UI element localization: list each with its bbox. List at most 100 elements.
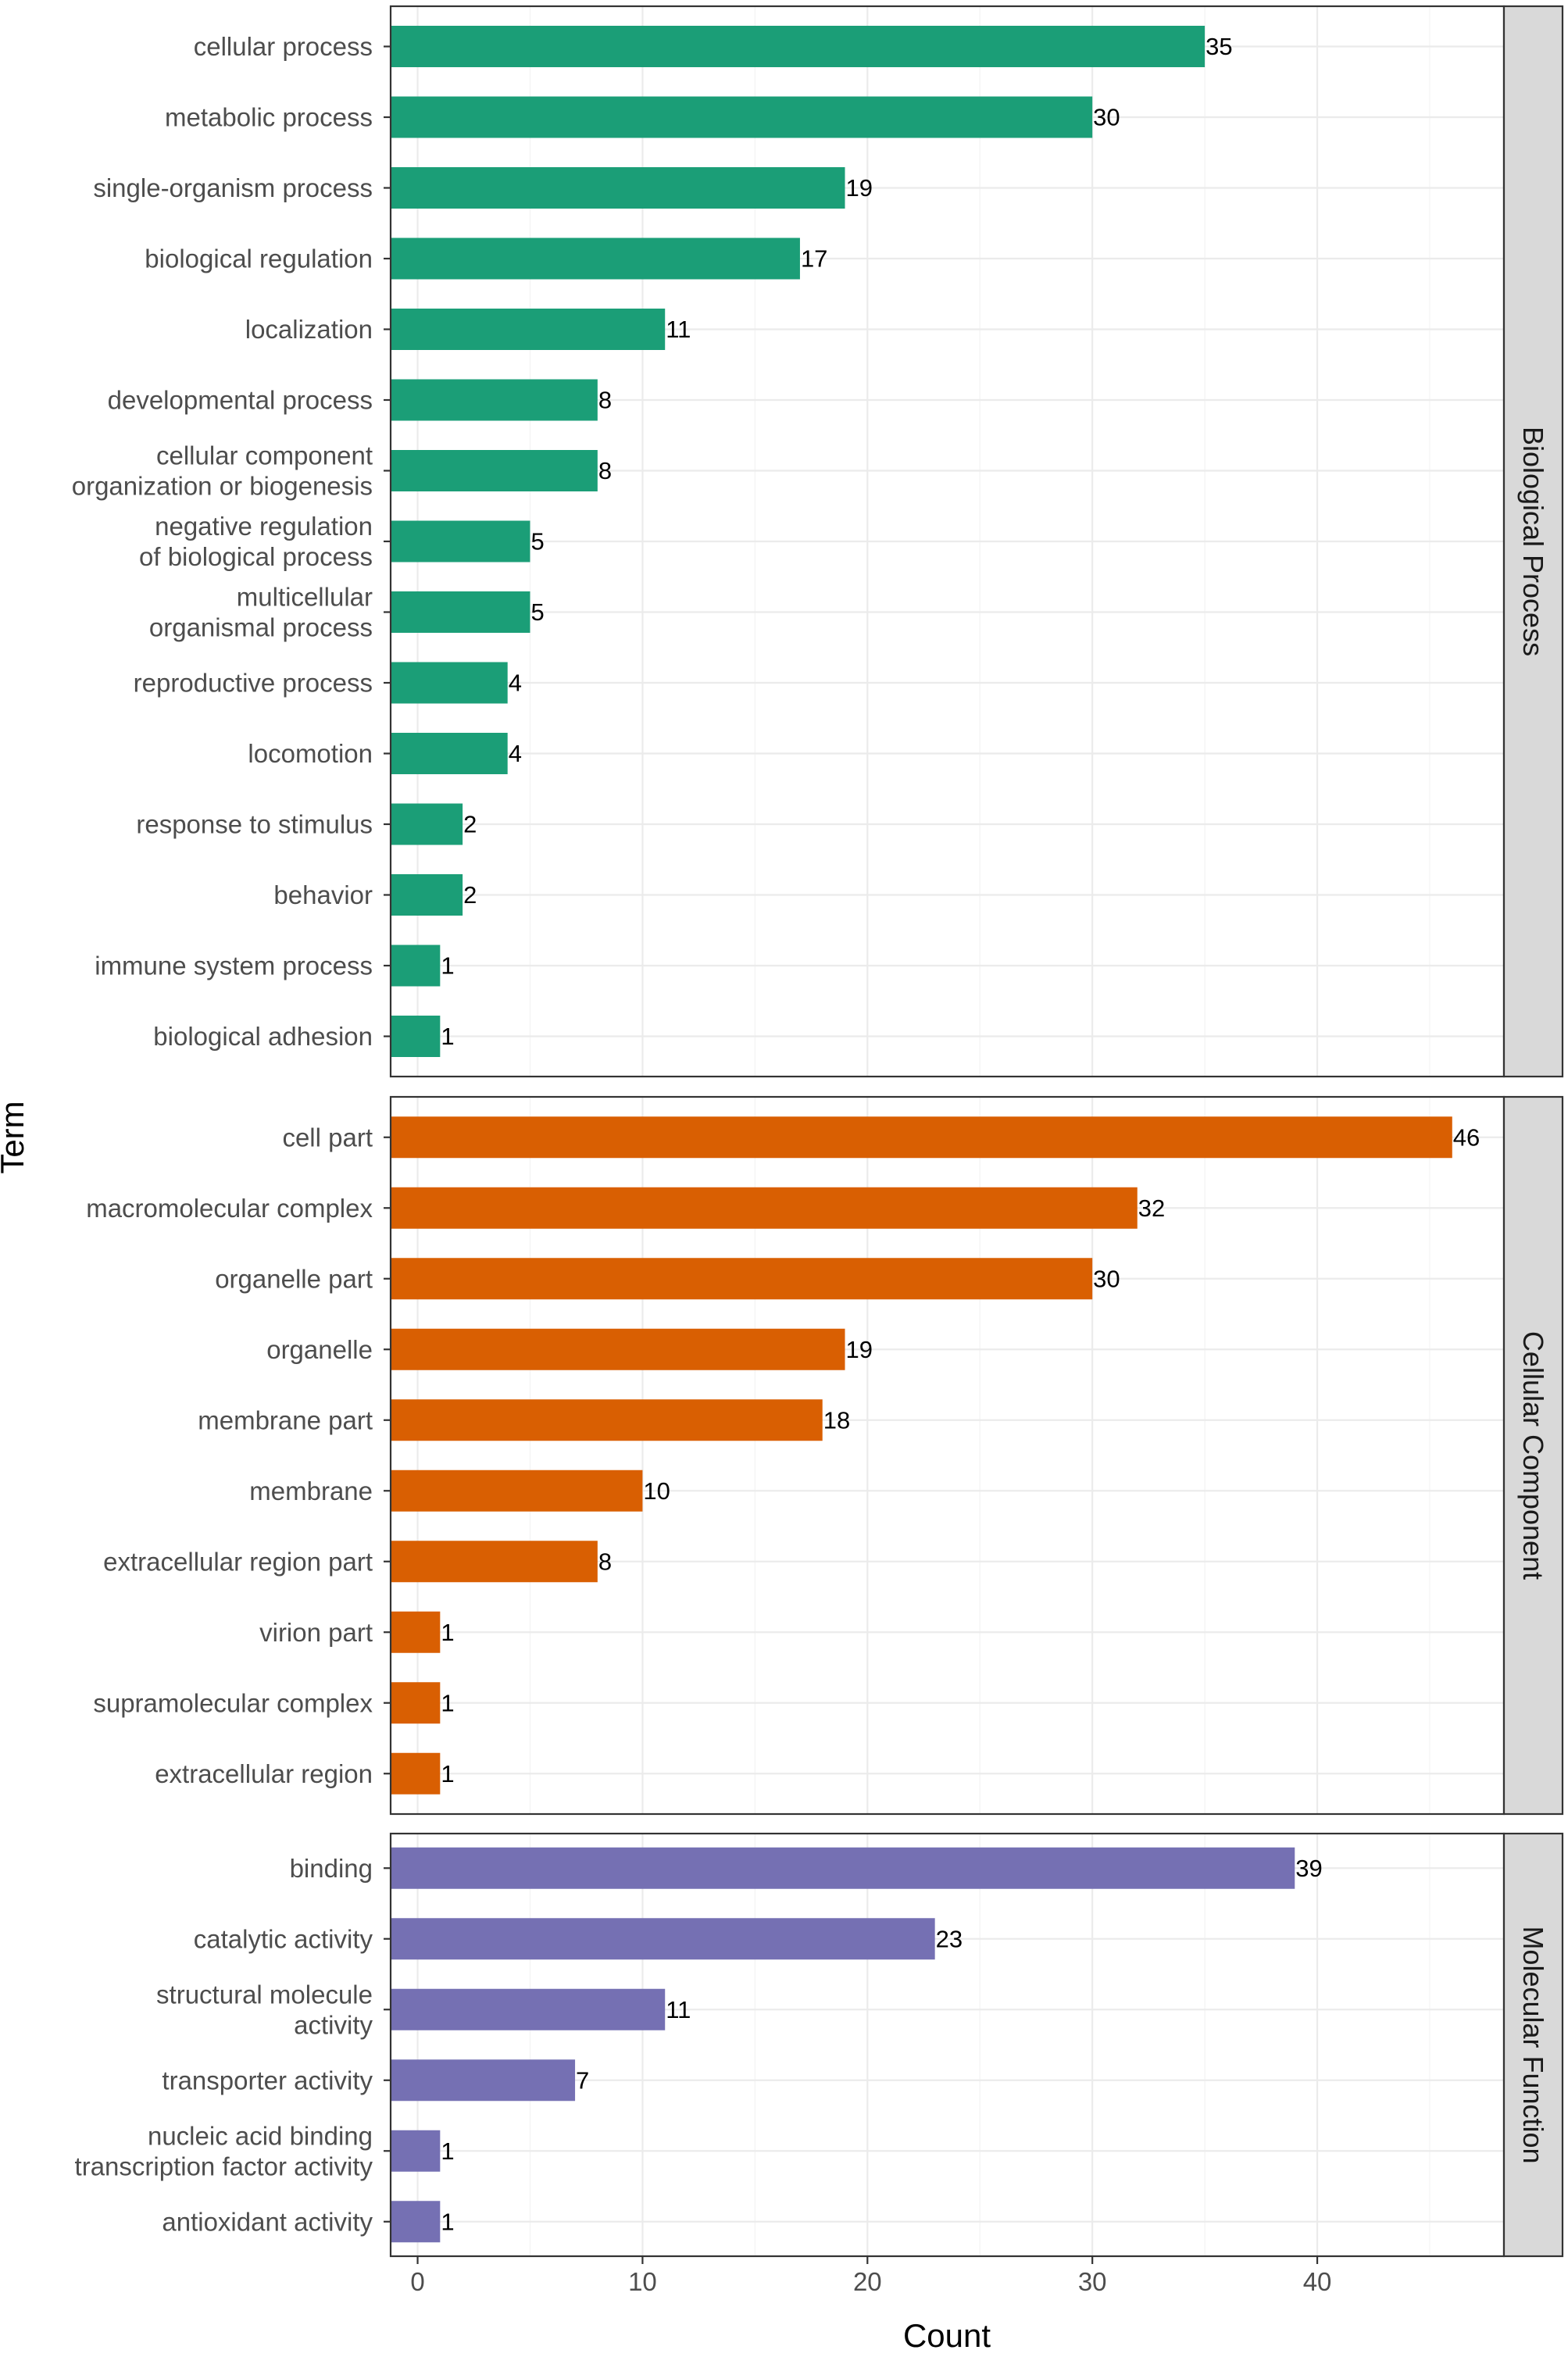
- category-label-line: negative regulation: [155, 512, 373, 541]
- category-label: localization: [245, 315, 373, 344]
- bar-value-label: 5: [530, 528, 544, 555]
- category-label-line: locomotion: [248, 739, 373, 768]
- category-label-line: membrane part: [198, 1405, 373, 1434]
- category-label-line: transcription factor activity: [75, 2152, 373, 2180]
- bar-value-label: 39: [1295, 1855, 1322, 1882]
- category-label: cellular component organization or biogen…: [72, 441, 373, 501]
- category-label-line: virion part: [259, 1618, 373, 1647]
- category-label: virion part: [259, 1618, 373, 1647]
- category-label-line: metabolic process: [165, 103, 373, 132]
- category-label-line: extracellular region: [155, 1759, 373, 1788]
- bar-value-label: 11: [666, 1996, 691, 2023]
- category-label-line: developmental process: [108, 386, 373, 415]
- chart-panels: 35 cellular process 30 metabolic process 19 s…: [72, 5, 1564, 2258]
- bar-cellular-component: [391, 1116, 1452, 1159]
- bar-value-label: 23: [936, 1925, 963, 1952]
- bar-biological-process: [391, 733, 508, 774]
- category-label: structural molecule activity: [156, 1980, 373, 2039]
- category-label: binding: [290, 1854, 373, 1883]
- category-label: extracellular region part: [103, 1547, 373, 1576]
- bar-cellular-component: [391, 1470, 643, 1512]
- category-label: biological adhesion: [153, 1022, 373, 1051]
- bar-biological-process: [391, 450, 598, 491]
- category-label: supramolecular complex: [93, 1688, 373, 1717]
- category-label-line: extracellular region part: [103, 1547, 373, 1576]
- bar-value-label: 35: [1205, 33, 1232, 60]
- category-label-line: reproductive process: [134, 669, 373, 698]
- bar-biological-process: [391, 237, 800, 280]
- category-label: cell part: [282, 1123, 373, 1152]
- bar-value-label: 5: [530, 598, 544, 626]
- bar-value-label: 1: [441, 2208, 454, 2235]
- category-label-line: catalytic activity: [194, 1924, 373, 1953]
- bar-value-label: 7: [576, 2066, 589, 2094]
- category-label: extracellular region: [155, 1759, 373, 1788]
- category-label-line: nucleic acid binding: [148, 2121, 373, 2150]
- category-label-line: organization or biogenesis: [72, 472, 373, 501]
- category-label-line: structural molecule: [156, 1980, 373, 2009]
- category-label-line: cell part: [282, 1123, 373, 1152]
- category-label-line: membrane: [249, 1477, 373, 1505]
- category-label: developmental process: [108, 386, 373, 415]
- category-label: organelle part: [215, 1264, 373, 1293]
- category-label-line: immune system process: [95, 952, 373, 980]
- bar-molecular-function: [391, 2201, 441, 2243]
- x-tick-label: 40: [1303, 2267, 1332, 2296]
- bar-biological-process: [391, 379, 598, 421]
- category-label: catalytic activity: [194, 1924, 373, 1953]
- panel-molecular-function: 39 binding 23 catalytic activity 11 structura…: [75, 1832, 1564, 2258]
- bar-value-label: 2: [463, 881, 477, 909]
- bar-value-label: 17: [801, 245, 827, 273]
- x-tick-label: 10: [628, 2267, 657, 2296]
- panel-border: [389, 1832, 1505, 2258]
- bar-cellular-component: [391, 1399, 823, 1441]
- category-label-line: transporter activity: [162, 2066, 373, 2095]
- category-label: response to stimulus: [136, 810, 373, 839]
- bar-value-label: 30: [1093, 104, 1120, 131]
- bar-biological-process: [391, 167, 845, 209]
- category-label: locomotion: [248, 739, 373, 768]
- bar-biological-process: [391, 591, 530, 633]
- strip-background: [1502, 1832, 1564, 2258]
- strip-label: Molecular Function: [1517, 1926, 1549, 2163]
- category-label-line: supramolecular complex: [93, 1688, 373, 1717]
- bar-molecular-function: [391, 2130, 441, 2172]
- bar-value-label: 8: [598, 387, 612, 414]
- bar-biological-process: [391, 520, 530, 562]
- bar-cellular-component: [391, 1682, 441, 1724]
- bar-molecular-function: [391, 2059, 576, 2102]
- bar-molecular-function: [391, 1918, 935, 1960]
- bar-cellular-component: [391, 1258, 1093, 1300]
- bar-value-label: 1: [441, 1023, 454, 1050]
- category-label: single-organism process: [93, 173, 373, 202]
- category-label-line: cellular process: [194, 32, 373, 61]
- category-label: behavior: [273, 880, 373, 909]
- category-label: nucleic acid binding transcription factor…: [75, 2121, 373, 2180]
- bar-value-label: 2: [463, 811, 477, 838]
- category-label: membrane part: [198, 1405, 373, 1434]
- category-label-line: organelle part: [215, 1264, 373, 1293]
- category-label: antioxidant activity: [162, 2207, 373, 2236]
- x-axis-title: Count: [903, 2317, 991, 2354]
- bar-cellular-component: [391, 1752, 441, 1795]
- bar-value-label: 18: [823, 1406, 850, 1434]
- x-axis: 0 10 20 30 40: [410, 2256, 1331, 2296]
- bar-value-label: 4: [509, 740, 522, 767]
- category-label: multicellular organismal process: [149, 583, 373, 642]
- category-label: transporter activity: [162, 2066, 373, 2095]
- bar-molecular-function: [391, 1988, 666, 2030]
- bar-value-label: 19: [846, 1336, 873, 1363]
- bar-cellular-component: [391, 1187, 1138, 1229]
- category-label-line: single-organism process: [93, 173, 373, 202]
- bar-value-label: 1: [441, 952, 454, 980]
- bar-value-label: 1: [441, 1760, 454, 1787]
- bar-biological-process: [391, 803, 463, 845]
- x-tick-label: 30: [1078, 2267, 1107, 2296]
- bar-value-label: 10: [643, 1477, 670, 1505]
- category-label-line: multicellular: [237, 583, 373, 612]
- bar-biological-process: [391, 662, 508, 704]
- bar-value-label: 32: [1138, 1195, 1165, 1222]
- bar-value-label: 30: [1093, 1265, 1120, 1292]
- bar-cellular-component: [391, 1611, 441, 1653]
